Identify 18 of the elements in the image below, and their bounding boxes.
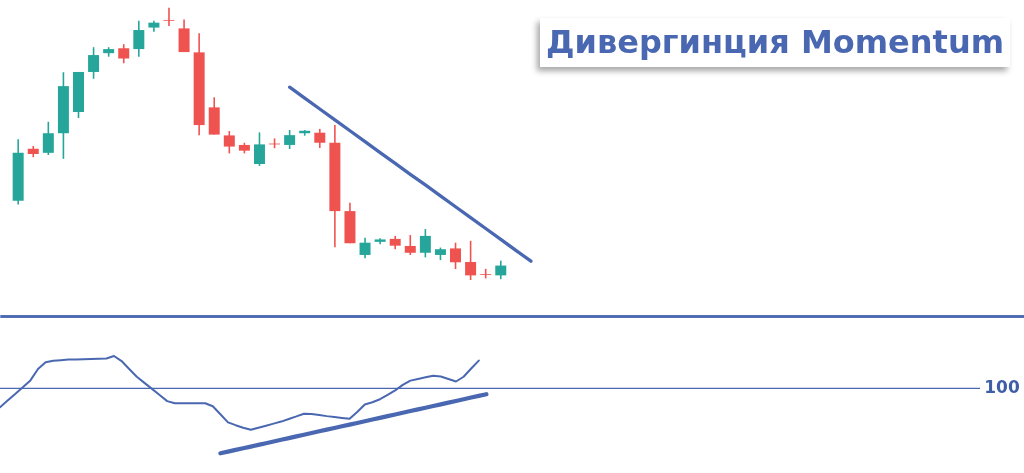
candlestick xyxy=(465,239,477,281)
candlestick xyxy=(133,19,145,58)
candlestick xyxy=(163,6,175,27)
text: Дивергинция Momentum xyxy=(540,18,1010,67)
candlestick xyxy=(495,259,507,280)
candlestick xyxy=(253,131,265,167)
candlestick xyxy=(419,228,431,259)
candlestick xyxy=(42,120,54,156)
candlestick xyxy=(178,18,190,53)
candlestick xyxy=(314,128,326,149)
text: 100 xyxy=(984,377,1020,398)
candlestick xyxy=(118,43,130,65)
candlestick xyxy=(223,130,235,155)
candlestick xyxy=(359,236,371,260)
candlestick xyxy=(284,129,296,150)
candlestick xyxy=(450,241,462,270)
candlestick xyxy=(88,46,100,80)
candlestick xyxy=(404,234,416,256)
